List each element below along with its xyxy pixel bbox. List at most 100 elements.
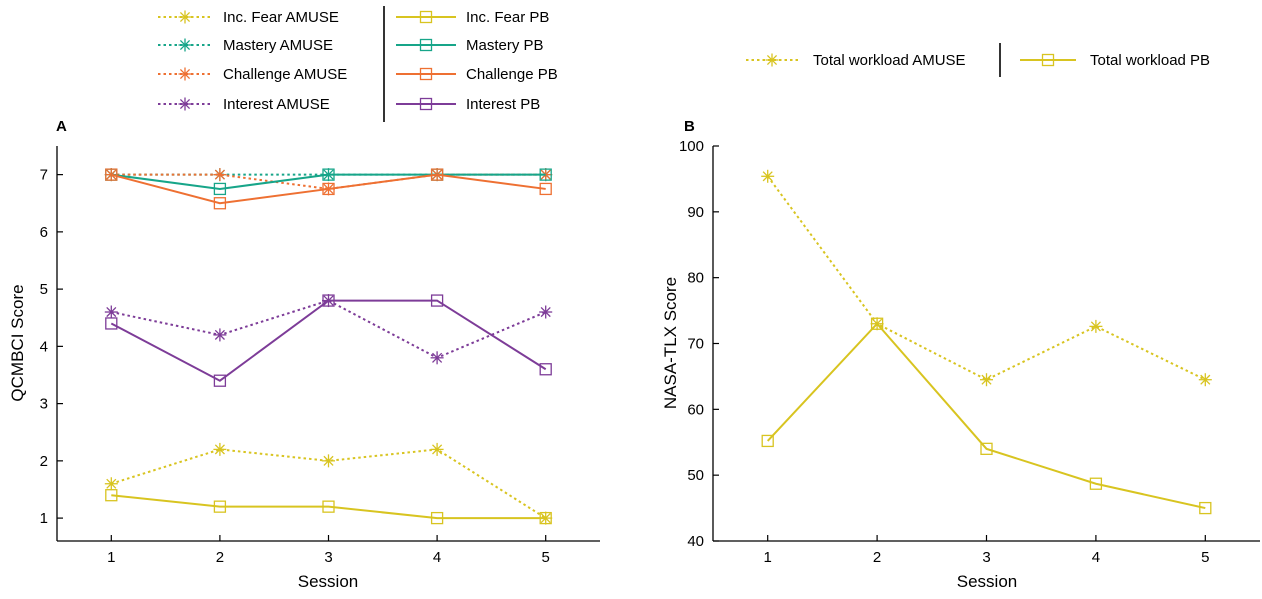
panel-b-line-total-workload-amuse — [766, 175, 1206, 381]
panel-a-point-challenge-pb — [539, 182, 552, 196]
panel-a-legend: Inc. Fear AMUSE Mastery AMUSE Challenge AM… — [158, 6, 558, 122]
panel-a-y-tick-label: 5 — [40, 281, 48, 298]
panel-a-point-interest-pb — [322, 294, 335, 307]
panel-a-point-challenge-pb — [213, 197, 227, 210]
legend-swatch-marker — [419, 38, 433, 52]
panel-a-y-tick-label: 6 — [40, 224, 48, 241]
panel-a-point-mastery-pb — [213, 182, 227, 196]
panel-b-xlabel: Session — [957, 572, 1017, 591]
panel-b-y-tick-label: 60 — [687, 401, 704, 418]
panel-b-ylabel: NASA-TLX Score — [661, 277, 680, 409]
panel-a-point-interest-pb — [430, 294, 444, 307]
panel-a-point-inc-fear-amuse — [322, 454, 335, 468]
legend-swatch-marker — [419, 97, 433, 111]
panel-a-point-inc-fear-pb — [213, 500, 227, 513]
panel-b-y-tick-label: 90 — [687, 204, 704, 221]
legend-swatch-marker — [419, 10, 433, 24]
panel-a-point-mastery-pb — [322, 168, 335, 181]
legend-item-challenge-pb: Challenge PB — [396, 66, 558, 83]
panel-b-series-total-workload-amuse — [761, 169, 1212, 387]
panel-a-series-challenge-pb — [105, 168, 552, 210]
legend-swatch-marker — [178, 38, 192, 52]
panel-b-legend: Total workload AMUSE Total workload PB — [746, 43, 1210, 77]
panel-a-point-interest-amuse — [213, 328, 227, 342]
legend-item-interest-pb: Interest PB — [396, 96, 540, 113]
panel-a-x-tick-label: 1 — [107, 549, 115, 566]
legend-item-inc-fear-pb: Inc. Fear PB — [396, 9, 549, 26]
panel-a-x-tick-label: 5 — [542, 549, 550, 566]
legend-swatch-marker — [419, 67, 433, 81]
panel-a-series-interest-amuse — [104, 294, 553, 365]
panel-a-line-mastery-pb — [111, 173, 546, 190]
panel-b-point-total-workload-pb — [1089, 477, 1103, 490]
panel-b-x-tick-label: 1 — [764, 549, 772, 566]
panel-a-xlabel: Session — [298, 572, 358, 591]
panel-b-x-tick-label: 5 — [1201, 549, 1209, 566]
panel-a-series-inc-fear-amuse — [104, 442, 553, 525]
legend-label: Total workload PB — [1090, 52, 1210, 69]
legend-label: Inc. Fear AMUSE — [223, 9, 339, 26]
panel-a-point-inc-fear-pb — [539, 511, 552, 525]
legend-swatch-marker — [1041, 53, 1055, 67]
legend-item-mastery-pb: Mastery PB — [396, 37, 544, 54]
panel-a-point-challenge-amuse — [213, 168, 227, 182]
panel-a-y-tick-label: 1 — [40, 510, 48, 527]
panel-b-y-tick-label: 100 — [679, 138, 704, 155]
panel-a-point-challenge-pb — [105, 168, 118, 181]
panel-b-point-total-workload-amuse — [1089, 319, 1103, 333]
panel-a-point-interest-pb — [213, 374, 227, 387]
panel-b-line-total-workload-pb — [766, 322, 1206, 510]
panel-a-point-inc-fear-amuse — [104, 477, 118, 491]
panel-b-y-tick-label: 40 — [687, 533, 704, 550]
panel-a-point-inc-fear-amuse — [213, 442, 227, 456]
legend-item-interest-amuse: Interest AMUSE — [158, 96, 330, 113]
legend-label: Total workload AMUSE — [813, 52, 966, 69]
legend-swatch-marker — [765, 53, 779, 67]
panel-b-point-total-workload-pb — [761, 434, 774, 448]
panel-b-point-total-workload-pb — [870, 317, 884, 330]
panel-b-letter: B — [684, 118, 695, 135]
panel-b-x-tick-label: 3 — [982, 549, 990, 566]
panel-a-x-tick-label: 2 — [216, 549, 224, 566]
panel-a-point-interest-amuse — [430, 351, 444, 365]
legend-label: Challenge PB — [466, 66, 558, 83]
panel-b-y-tick-label: 80 — [687, 270, 704, 287]
panel-b-point-total-workload-amuse — [761, 169, 775, 183]
panel-b-y-tick-label: 50 — [687, 467, 704, 484]
panel-a-point-inc-fear-pb — [430, 511, 444, 525]
panel-b-point-total-workload-amuse — [1198, 373, 1212, 387]
panel-a-ylabel: QCMBCI Score — [8, 284, 27, 401]
panel-a-x-tick-label: 4 — [433, 549, 441, 566]
legend-label: Challenge AMUSE — [223, 66, 347, 83]
legend-swatch-marker — [178, 10, 192, 24]
panel-a-point-interest-amuse — [539, 305, 553, 319]
panel-a-series-interest-pb — [105, 294, 552, 387]
legend-label: Mastery AMUSE — [223, 37, 333, 54]
legend-item-challenge-amuse: Challenge AMUSE — [158, 66, 347, 83]
panel-a-y-tick-label: 4 — [40, 338, 48, 355]
legend-label: Inc. Fear PB — [466, 9, 549, 26]
legend-label: Mastery PB — [466, 37, 544, 54]
panel-a-line-inc-fear-amuse — [110, 448, 547, 519]
panel-a-point-interest-pb — [539, 363, 552, 376]
panel-b-x-tick-label: 4 — [1092, 549, 1100, 566]
panel-b-x-tick-label: 2 — [873, 549, 881, 566]
panel-a-point-inc-fear-amuse — [430, 442, 444, 456]
legend-swatch-marker — [178, 97, 192, 111]
panel-b-point-total-workload-pb — [1199, 501, 1212, 515]
legend-label: Interest AMUSE — [223, 96, 330, 113]
panel-a-y-tick-label: 2 — [40, 453, 48, 470]
panel-a-line-inc-fear-pb — [111, 494, 546, 520]
panel-a-plot: 1 2 3 4 5 1 2 3 4 5 6 7 — [40, 146, 600, 566]
panel-a-line-interest-amuse — [111, 299, 547, 359]
panel-a-point-inc-fear-pb — [322, 500, 335, 513]
panel-a-line-challenge-pb — [111, 173, 546, 205]
legend-item-total-workload-amuse: Total workload AMUSE — [746, 52, 966, 69]
panel-a-y-tick-label: 3 — [40, 396, 48, 413]
panel-b-y-tick-label: 70 — [687, 336, 704, 353]
panel-a-point-interest-pb — [105, 317, 118, 330]
legend-item-inc-fear-amuse: Inc. Fear AMUSE — [158, 9, 339, 26]
panel-b-point-total-workload-amuse — [980, 373, 993, 387]
